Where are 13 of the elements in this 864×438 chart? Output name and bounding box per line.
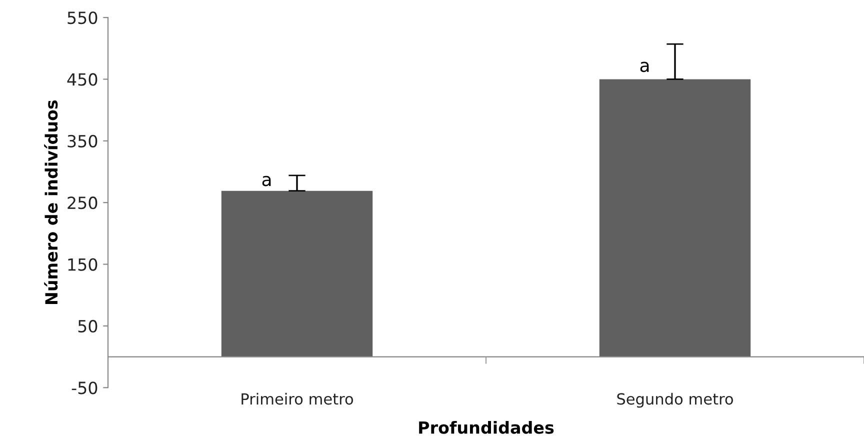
x-axis-title: Profundidades <box>419 420 554 434</box>
y-tick-label: 450 <box>67 73 98 86</box>
y-tick-label: 50 <box>78 320 98 333</box>
y-tick-label: 550 <box>68 11 98 24</box>
annotation: a <box>640 62 649 72</box>
x-tick-label: Primeiro metro <box>242 392 354 405</box>
y-tick-label: -50 <box>72 382 98 394</box>
y-axis-title: Número de indivíduos <box>44 100 58 304</box>
y-tick-label: 350 <box>68 134 98 148</box>
y-tick-label: 250 <box>68 196 98 210</box>
x-tick-label: Segundo metro <box>617 392 733 408</box>
annotation: a <box>262 176 271 186</box>
y-tick-label: 150 <box>68 258 98 271</box>
